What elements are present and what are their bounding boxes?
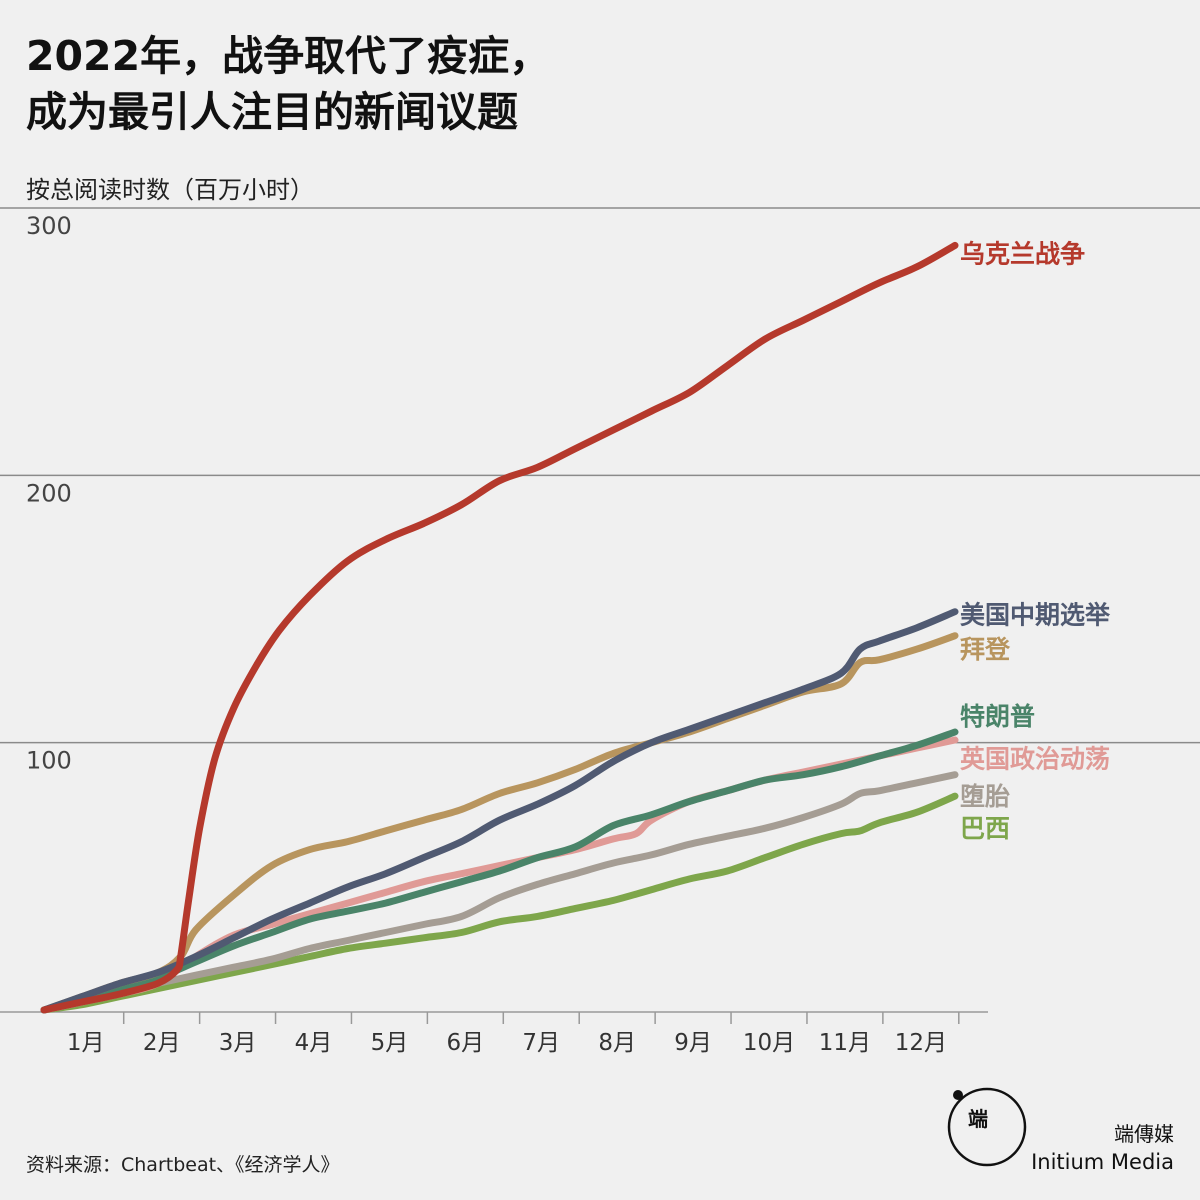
x-tick-label: 9月 — [674, 1030, 712, 1056]
brand-name-en: Initium Media — [1031, 1150, 1174, 1174]
series-line — [40, 771, 959, 1014]
x-tick-label: 8月 — [598, 1030, 636, 1056]
x-tick-label: 3月 — [219, 1030, 257, 1056]
y-tick-label: 100 — [26, 747, 72, 775]
x-tick-label: 10月 — [743, 1030, 795, 1056]
title-line-1: 2022年，战争取代了疫症， — [26, 32, 551, 80]
series-label: 美国中期选举 — [960, 600, 1111, 629]
series-line — [40, 608, 959, 1014]
series-line — [40, 241, 959, 1014]
series-label: 巴西 — [960, 814, 1010, 843]
x-tick-label: 2月 — [143, 1030, 181, 1056]
x-tick-label: 12月 — [895, 1030, 947, 1056]
x-tick-label: 6月 — [447, 1030, 485, 1056]
x-tick-label: 11月 — [819, 1030, 871, 1056]
source-note: 资料来源：Chartbeat、《经济学人》 — [26, 1154, 340, 1176]
series-label: 英国政治动荡 — [960, 745, 1110, 774]
x-tick-label: 1月 — [67, 1030, 105, 1056]
series-label: 特朗普 — [960, 702, 1035, 731]
x-tick-label: 4月 — [295, 1030, 333, 1056]
series-label: 堕胎 — [960, 782, 1010, 811]
initium-logo-icon: 端 — [947, 1087, 1027, 1167]
y-tick-label: 300 — [26, 212, 72, 240]
y-axis-label: 按总阅读时数（百万小时） — [26, 176, 314, 204]
series-line — [40, 792, 959, 1014]
x-tick-label: 7月 — [522, 1030, 560, 1056]
series-label: 乌克兰战争 — [960, 239, 1085, 268]
y-tick-label: 200 — [26, 479, 72, 507]
brand-name-cn: 端傳媒 — [1114, 1122, 1174, 1146]
logo-glyph: 端 — [968, 1107, 988, 1131]
x-tick-label: 5月 — [371, 1030, 409, 1056]
title-line-2: 成为最引人注目的新闻议题 — [26, 88, 518, 136]
series-label: 拜登 — [960, 635, 1011, 664]
chart-title: 2022年，战争取代了疫症， 成为最引人注目的新闻议题 — [26, 28, 550, 140]
series-line — [40, 728, 959, 1014]
